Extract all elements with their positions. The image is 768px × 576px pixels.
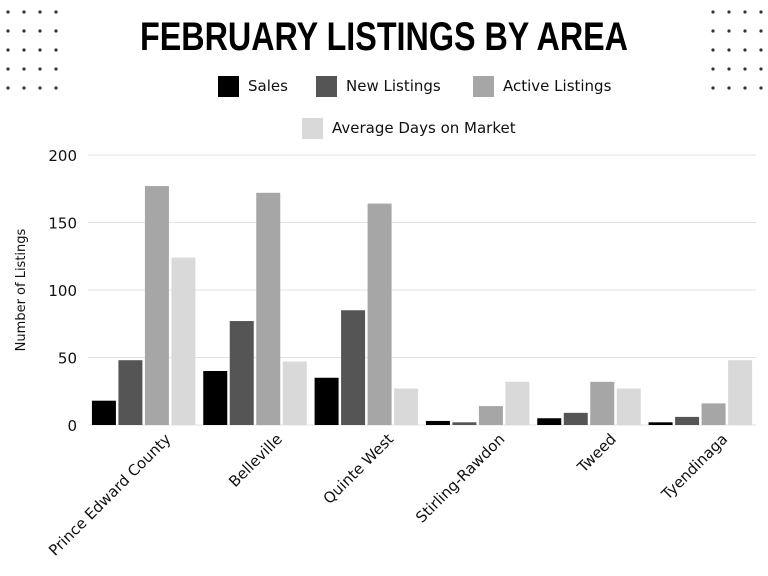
bar [256,192,281,425]
decorative-dot [22,48,26,52]
bar [728,360,753,425]
decorative-dot [727,48,731,52]
bar [537,418,562,425]
decorative-dot [711,29,715,33]
bar [144,186,169,425]
bar [171,257,196,425]
decorative-dot [6,10,10,14]
legend-swatch [302,118,323,139]
decorative-dot [743,10,747,14]
decorative-dot [759,86,763,90]
decorative-dot [743,48,747,52]
bar [563,412,588,425]
bar [478,406,503,425]
decorative-dot [38,48,42,52]
x-tick-label: Quinte West [320,430,398,508]
decorative-dot [54,29,58,33]
bar [505,381,530,425]
decorative-dot [54,48,58,52]
gridlines [88,154,756,426]
y-axis-label: Number of Listings [14,228,29,351]
legend-item: Average Days on Market [302,118,516,139]
decorative-dot-pattern-left [6,10,58,90]
y-tick-label: 0 [67,417,77,435]
y-tick-label: 150 [48,215,77,233]
decorative-dot [54,86,58,90]
legend-swatch [473,76,494,97]
decorative-dot [6,86,10,90]
legend: Sales New Listings Active Listings Average … [218,76,612,139]
bar [314,377,339,425]
legend-item: Sales [218,76,288,97]
bar [675,416,700,425]
bar [203,371,228,425]
legend-label: New Listings [346,77,441,95]
decorative-dot [743,67,747,71]
decorative-dot-pattern-right [711,10,763,90]
x-tick-label: Stirling-Rawdon [412,430,508,526]
decorative-dot [38,67,42,71]
x-tick-label: Tyendinaga [657,430,731,504]
decorative-dot [54,67,58,71]
decorative-dot [6,48,10,52]
decorative-dot [22,10,26,14]
x-tick-label: Belleville [225,430,286,491]
bar [648,422,673,425]
decorative-dot [727,86,731,90]
bar [425,420,450,425]
legend-item: Active Listings [473,76,612,97]
decorative-dot [743,29,747,33]
decorative-dot [711,48,715,52]
decorative-dot [38,10,42,14]
decorative-dot [38,86,42,90]
decorative-dot [759,48,763,52]
legend-label: Average Days on Market [332,119,516,137]
chart-title: FEBRUARY LISTINGS BY AREA [140,15,628,59]
x-tick-label: Tweed [573,430,620,477]
bar [91,400,116,425]
bar [367,203,392,425]
bar [590,381,615,425]
y-tick-label: 100 [48,282,77,300]
bar [616,388,641,425]
decorative-dot [22,29,26,33]
decorative-dot [743,86,747,90]
legend-swatch [316,76,337,97]
legend-swatch [218,76,239,97]
legend-item: New Listings [316,76,441,97]
decorative-dot [727,29,731,33]
bar [229,321,254,425]
bar [282,361,307,425]
bar [452,422,477,425]
y-axis: 0 50 100 150 200 [48,147,77,435]
decorative-dot [6,67,10,71]
decorative-dot [711,86,715,90]
y-tick-label: 50 [58,350,77,368]
decorative-dot [727,67,731,71]
decorative-dot [727,10,731,14]
decorative-dot [711,10,715,14]
decorative-dot [38,29,42,33]
legend-label: Active Listings [503,77,612,95]
decorative-dot [759,29,763,33]
legend-label: Sales [248,77,288,95]
x-tick-label: Prince Edward County [45,430,174,559]
bar [701,403,726,425]
y-tick-label: 200 [48,147,77,165]
decorative-dot [54,10,58,14]
bars [91,186,753,425]
decorative-dot [711,67,715,71]
decorative-dot [22,86,26,90]
decorative-dot [22,67,26,71]
bar [118,360,143,425]
decorative-dot [6,29,10,33]
decorative-dot [759,67,763,71]
x-axis: Prince Edward County Belleville Quinte Wes… [45,430,731,559]
bar [341,310,366,425]
bar [394,388,419,425]
decorative-dot [759,10,763,14]
